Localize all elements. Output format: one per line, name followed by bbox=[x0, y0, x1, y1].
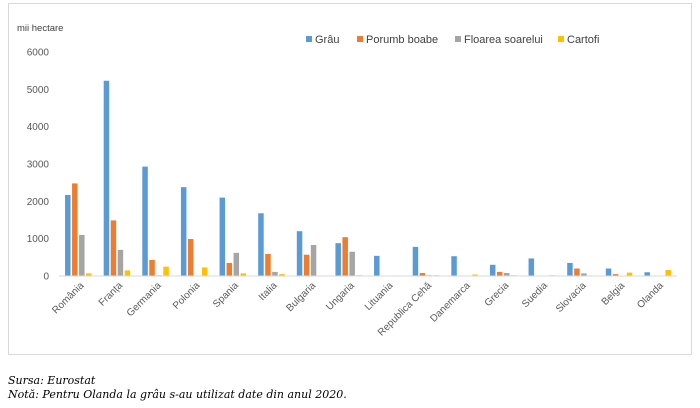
bar-floarea-soarelui-13 bbox=[581, 273, 587, 276]
chart-frame: mii hectare Grâu Porumb boabe Floarea soar… bbox=[8, 3, 692, 355]
x-tick-label: Suedia bbox=[520, 280, 550, 310]
bar-cartofi-14 bbox=[626, 272, 633, 276]
y-axis: 0 1000 2000 3000 4000 5000 6000 bbox=[27, 48, 50, 283]
bar-cartofi-1 bbox=[124, 270, 131, 276]
y-tick-label: 5000 bbox=[27, 85, 50, 96]
bar-cartofi-15 bbox=[665, 270, 671, 276]
source-note: Sursa: Eurostat bbox=[8, 374, 96, 387]
bar-cartofi-4 bbox=[240, 273, 247, 276]
bar-porumb-boabe-0 bbox=[72, 183, 78, 276]
y-tick-label: 2000 bbox=[27, 197, 50, 208]
data-note: Notă: Pentru Olanda la grâu s-au utiliza… bbox=[8, 388, 347, 401]
bar-porumb-boabe-3 bbox=[187, 239, 194, 276]
bar-floarea-soarelui-6 bbox=[310, 245, 317, 276]
bar-porumb-boabe-4 bbox=[226, 262, 233, 276]
legend-swatch bbox=[455, 36, 461, 42]
bars bbox=[65, 80, 671, 276]
bar-porumb-boabe-1 bbox=[110, 220, 117, 276]
bar-grâu-3 bbox=[180, 187, 187, 276]
bar-porumb-boabe-13 bbox=[574, 268, 580, 276]
bar-grâu-8 bbox=[374, 255, 380, 276]
bar-grâu-0 bbox=[65, 194, 71, 276]
bar-cartofi-2 bbox=[163, 266, 169, 276]
y-tick-label: 6000 bbox=[27, 48, 50, 59]
x-tick-label: Bulgaria bbox=[284, 280, 318, 314]
bar-porumb-boabe-2 bbox=[149, 259, 155, 276]
x-tick-label: România bbox=[50, 280, 86, 316]
bar-floarea-soarelui-11 bbox=[503, 273, 510, 276]
legend: Grâu Porumb boabe Floarea soarelui Cartofi bbox=[306, 34, 599, 46]
bar-porumb-boabe-11 bbox=[496, 271, 503, 276]
notes: Sursa: Eurostat Notă: Pentru Olanda la g… bbox=[8, 374, 692, 402]
x-tick-label: Olanda bbox=[635, 280, 666, 311]
bar-floarea-soarelui-1 bbox=[117, 249, 124, 276]
bar-porumb-boabe-5 bbox=[265, 253, 271, 276]
legend-label: Grâu bbox=[315, 34, 339, 46]
bar-grâu-1 bbox=[103, 80, 110, 276]
legend-label: Floarea soarelui bbox=[464, 34, 543, 46]
bar-cartofi-3 bbox=[201, 267, 208, 276]
x-tick-label: Germania bbox=[125, 280, 164, 319]
bar-cartofi-5 bbox=[279, 274, 285, 276]
unit-label: mii hectare bbox=[17, 23, 63, 34]
x-axis: România Franța Germania Polonia Spania Italia… bbox=[50, 280, 666, 338]
legend-swatch bbox=[357, 36, 363, 42]
bar-grâu-5 bbox=[258, 213, 264, 276]
chart-svg: mii hectare Grâu Porumb boabe Floarea soar… bbox=[17, 23, 677, 338]
legend-swatch bbox=[558, 36, 564, 42]
x-tick-label: Polonia bbox=[171, 280, 203, 312]
legend-label: Porumb boabe bbox=[366, 34, 438, 46]
bar-grâu-7 bbox=[335, 243, 341, 276]
x-tick-label: Lituania bbox=[363, 280, 396, 313]
bar-grâu-6 bbox=[296, 231, 303, 276]
bar-grâu-10 bbox=[451, 256, 457, 276]
bar-grâu-13 bbox=[567, 262, 573, 276]
x-tick-label: Italia bbox=[257, 280, 280, 303]
bar-grâu-2 bbox=[142, 166, 148, 276]
bar-grâu-9 bbox=[412, 246, 419, 276]
y-tick-label: 4000 bbox=[27, 122, 50, 133]
x-tick-label: Grecia bbox=[483, 280, 512, 309]
legend-swatch bbox=[306, 36, 312, 42]
bar-floarea-soarelui-0 bbox=[79, 234, 85, 276]
bar-floarea-soarelui-5 bbox=[272, 271, 278, 276]
bar-porumb-boabe-14 bbox=[612, 274, 619, 276]
bar-grâu-4 bbox=[219, 197, 226, 276]
bar-porumb-boabe-9 bbox=[419, 273, 426, 276]
x-tick-label: Slovacia bbox=[554, 280, 589, 315]
bar-cartofi-0 bbox=[86, 273, 92, 276]
bar-floarea-soarelui-7 bbox=[349, 251, 355, 276]
bar-porumb-boabe-6 bbox=[303, 254, 310, 276]
x-tick-label: Belgia bbox=[600, 280, 628, 308]
bar-floarea-soarelui-4 bbox=[233, 252, 240, 276]
y-tick-label: 3000 bbox=[27, 160, 50, 171]
bar-grâu-11 bbox=[489, 264, 496, 276]
y-tick-label: 0 bbox=[43, 272, 49, 283]
bar-grâu-15 bbox=[644, 272, 650, 276]
legend-label: Cartofi bbox=[567, 34, 599, 46]
x-tick-label: Danemarca bbox=[428, 280, 473, 325]
x-tick-label: Franța bbox=[97, 280, 126, 309]
x-tick-label: Spania bbox=[211, 280, 241, 310]
bar-grâu-12 bbox=[528, 258, 535, 276]
x-tick-label: Ungaria bbox=[324, 280, 357, 313]
bar-porumb-boabe-7 bbox=[342, 237, 348, 276]
bar-grâu-14 bbox=[605, 268, 612, 276]
y-tick-label: 1000 bbox=[27, 234, 50, 245]
bar-cartofi-10 bbox=[472, 274, 478, 276]
